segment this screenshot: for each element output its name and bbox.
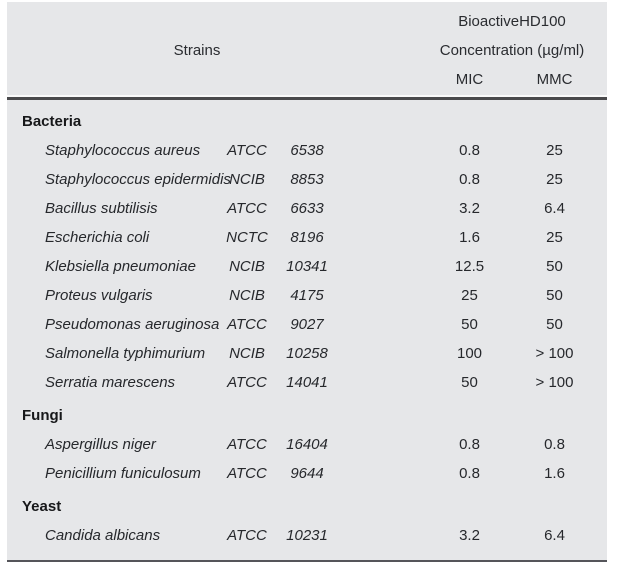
collection-code: ATCC [227,142,267,159]
section-label: Bacteria [22,113,82,130]
species-name: Salmonella typhimurium [45,345,206,362]
collection-code: NCIB [229,171,265,188]
section-row: Bacteria [7,107,607,136]
species-name: Serratia marescens [45,374,176,391]
section-row: Fungi [7,401,607,430]
mmc-value: 50 [546,287,563,304]
table-row: Bacillus subtilisis ATCC 6633 3.2 6.4 [7,194,607,223]
table-row: Salmonella typhimurium NCIB 10258 100 > … [7,339,607,368]
mmc-value: 6.4 [544,527,565,544]
table-row: Proteus vulgaris NCIB 4175 25 50 [7,281,607,310]
collection-code: ATCC [227,465,267,482]
mmc-column-header: MMC [536,71,573,88]
table-row: Aspergillus niger ATCC 16404 0.8 0.8 [7,430,607,459]
species-name: Bacillus subtilisis [45,200,158,217]
concentration-unit-label: Concentration (µg/ml) [439,42,585,59]
strain-number: 8196 [290,229,324,246]
mic-value: 25 [461,287,478,304]
species-name: Pseudomonas aeruginosa [45,316,220,333]
table-bottom-rule [7,560,607,562]
mic-value: 12.5 [454,258,485,275]
section-row: Yeast [7,492,607,521]
collection-code: ATCC [227,527,267,544]
strain-number: 14041 [286,374,328,391]
mmc-value: 25 [546,142,563,159]
strain-number: 6633 [290,200,324,217]
mic-value: 3.2 [459,200,480,217]
collection-code: ATCC [227,436,267,453]
collection-code: ATCC [227,200,267,217]
header-rule-line [7,97,607,100]
mic-value: 50 [461,316,478,333]
table-body: Bacteria Staphylococcus aureus ATCC 6538… [7,100,607,550]
strain-number: 6538 [290,142,324,159]
species-name: Aspergillus niger [45,436,156,453]
species-name: Penicillium funiculosum [45,465,201,482]
collection-code: ATCC [227,374,267,391]
mmc-value: 25 [546,171,563,188]
collection-code: NCIB [229,287,265,304]
mmc-value: 50 [546,258,563,275]
table-row: Staphylococcus aureus ATCC 6538 0.8 25 [7,136,607,165]
mmc-value: > 100 [535,345,574,362]
strain-number: 10258 [286,345,328,362]
header-row-main: Strains Concentration (µg/ml) [7,36,607,65]
species-name: Klebsiella pneumoniae [45,258,196,275]
mic-value: 0.8 [459,142,480,159]
strain-number: 9027 [290,316,324,333]
mmc-value: 25 [546,229,563,246]
header-rule-gap [7,95,607,97]
table-row: Penicillium funiculosum ATCC 9644 0.8 1.… [7,459,607,488]
mmc-value: 50 [546,316,563,333]
mic-value: 1.6 [459,229,480,246]
species-name: Proteus vulgaris [45,287,153,304]
species-name: Staphylococcus epidermidis [45,171,231,188]
strain-number: 8853 [290,171,324,188]
collection-code: NCIB [229,345,265,362]
mmc-value: 1.6 [544,465,565,482]
mmc-value: > 100 [535,374,574,391]
strain-number: 10231 [286,527,328,544]
mic-value: 3.2 [459,527,480,544]
table-row: Pseudomonas aeruginosa ATCC 9027 50 50 [7,310,607,339]
mic-value: 50 [461,374,478,391]
mic-value: 0.8 [459,171,480,188]
strains-column-header: Strains [173,42,221,59]
table-row: Staphylococcus epidermidis NCIB 8853 0.8… [7,165,607,194]
table-row: Serratia marescens ATCC 14041 50 > 100 [7,368,607,397]
mmc-value: 6.4 [544,200,565,217]
species-name: Staphylococcus aureus [45,142,201,159]
agent-name-label: BioactiveHD100 [458,13,566,30]
strain-number: 16404 [286,436,328,453]
mmc-value: 0.8 [544,436,565,453]
collection-code: ATCC [227,316,267,333]
section-label: Fungi [22,407,63,424]
table-row: Klebsiella pneumoniae NCIB 10341 12.5 50 [7,252,607,281]
header-row-subcolumns: MIC MMC [7,65,607,94]
strains-table: BioactiveHD100 Strains Concentration (µg… [7,2,607,562]
mic-column-header: MIC [455,71,484,88]
mic-value: 100 [456,345,483,362]
header-row-agent: BioactiveHD100 [7,7,607,36]
species-name: Candida albicans [45,527,161,544]
mic-value: 0.8 [459,465,480,482]
table-header: BioactiveHD100 Strains Concentration (µg… [7,2,607,95]
strain-number: 9644 [290,465,324,482]
table-row: Escherichia coli NCTC 8196 1.6 25 [7,223,607,252]
collection-code: NCIB [229,258,265,275]
mic-value: 0.8 [459,436,480,453]
species-name: Escherichia coli [45,229,150,246]
strain-number: 4175 [290,287,324,304]
section-label: Yeast [22,498,62,515]
collection-code: NCTC [226,229,268,246]
table-row: Candida albicans ATCC 10231 3.2 6.4 [7,521,607,550]
strain-number: 10341 [286,258,328,275]
